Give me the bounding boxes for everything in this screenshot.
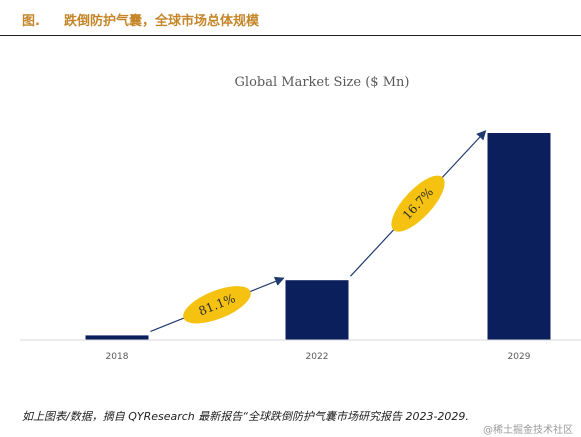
growth-badge-shape [183,286,251,324]
watermark: @稀土掘金技术社区 [483,425,573,436]
growth-badge-0: 81.1% [183,286,251,324]
source-note: 如上图表/数据，摘自 QYResearch 最新报告“全球跌倒防护气囊市场研究报… [22,410,469,423]
market-size-chart: Global Market Size ($ Mn) 2018 2022 2029 8… [20,75,581,362]
figure-header: 图. 跌倒防护气囊，全球市场总体规模 [0,0,581,36]
figure-label: 图. [22,14,40,29]
growth-badge-shape [391,175,445,232]
bar-2029 [487,133,551,340]
x-tick-2022: 2022 [306,352,329,362]
x-tick-2018: 2018 [106,352,129,362]
growth-badge-1: 16.7% [391,175,445,232]
bar-2022 [285,280,349,340]
figure-title: 跌倒防护气囊，全球市场总体规模 [64,14,260,29]
bar-2018 [85,335,149,340]
x-tick-2029: 2029 [508,352,531,362]
chart-title: Global Market Size ($ Mn) [235,75,410,90]
